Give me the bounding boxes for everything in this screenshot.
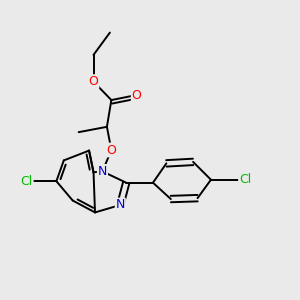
- Text: O: O: [88, 75, 98, 88]
- Text: N: N: [116, 199, 125, 212]
- Text: N: N: [98, 165, 107, 178]
- Text: O: O: [106, 143, 116, 157]
- Text: Cl: Cl: [20, 175, 33, 188]
- Text: Cl: Cl: [239, 173, 251, 186]
- Text: O: O: [132, 88, 142, 101]
